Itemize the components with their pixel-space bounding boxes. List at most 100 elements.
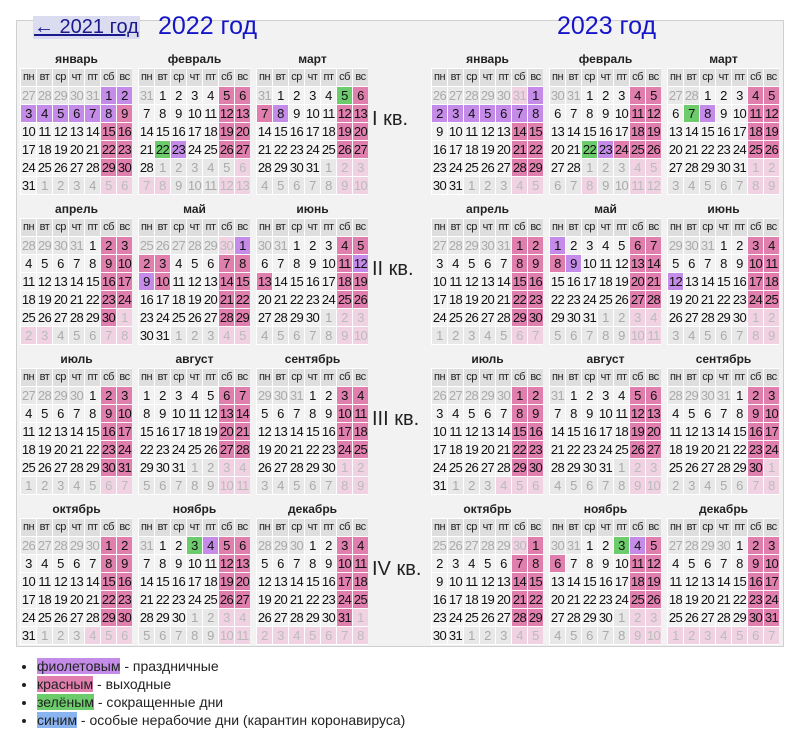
other-month-weekend-day: 6 <box>321 627 336 644</box>
weekend-day: 2 <box>528 237 543 254</box>
day-cell: 5 <box>203 387 218 404</box>
day-cell: 5 <box>464 405 479 422</box>
day-cell: 20 <box>480 441 495 458</box>
weekend-day: 9 <box>117 555 132 572</box>
other-month-day: 3 <box>53 477 68 494</box>
weekend-day: 26 <box>337 141 352 158</box>
month-2023-12: декабрь пн вт ср чт пт сб вс 27 28 29 30 1 2 3 4 5 6 7 8 9 10… <box>667 500 779 645</box>
month-title: май <box>594 202 617 216</box>
day-cell: 26 <box>480 159 495 176</box>
weekend-day: 13 <box>219 405 234 422</box>
weekend-day: 30 <box>117 159 132 176</box>
day-cell: 20 <box>53 441 68 458</box>
weekday-header: вт <box>448 369 463 386</box>
day-cell: 1 <box>85 237 100 254</box>
other-month-day: 31 <box>496 237 511 254</box>
day-cell: 24 <box>155 309 170 326</box>
day-cell: 30 <box>598 609 613 626</box>
day-cell: 26 <box>464 459 479 476</box>
other-month-day: 29 <box>203 237 218 254</box>
weekend-day: 11 <box>748 105 763 122</box>
other-month-day: 4 <box>550 627 565 644</box>
weekday-header: чт <box>305 219 320 236</box>
weekday-header: пн <box>432 369 447 386</box>
weekend-day: 6 <box>630 237 645 254</box>
other-month-weekend-day: 9 <box>337 177 352 194</box>
day-cell: 1 <box>305 387 320 404</box>
day-cell: 21 <box>684 141 699 158</box>
day-cell: 25 <box>598 291 613 308</box>
day-cell: 5 <box>614 237 629 254</box>
holiday-day: 12 <box>668 273 683 290</box>
day-cell: 8 <box>566 405 581 422</box>
day-cell: 29 <box>305 459 320 476</box>
weekday-header: чт <box>187 519 202 536</box>
day-cell: 25 <box>614 441 629 458</box>
day-cell: 1 <box>582 537 597 554</box>
day-cell: 18 <box>464 141 479 158</box>
weekend-day: 19 <box>764 123 779 140</box>
day-cell: 5 <box>187 255 202 272</box>
day-cell: 7 <box>550 405 565 422</box>
day-cell: 31 <box>598 459 613 476</box>
holiday-day: 6 <box>69 105 84 122</box>
day-cell: 29 <box>566 459 581 476</box>
month-grid: пн вт ср чт пт сб вс 1 2 3 4 5 6 7 8 9 10 11 12 13 14 15 16 17 1… <box>138 368 250 495</box>
weekday-header: вс <box>764 519 779 536</box>
other-month-day: 11 <box>203 177 218 194</box>
holiday-day: 1 <box>235 237 250 254</box>
day-cell: 1 <box>700 87 715 104</box>
weekday-header: чт <box>187 69 202 86</box>
day-cell: 18 <box>37 141 52 158</box>
other-month-day: 1 <box>171 327 186 344</box>
other-month-day: 31 <box>289 387 304 404</box>
weekday-header: пт <box>614 219 629 236</box>
day-cell: 8 <box>139 405 154 422</box>
weekend-day: 5 <box>646 537 661 554</box>
day-cell: 13 <box>203 273 218 290</box>
day-cell: 2 <box>171 87 186 104</box>
weekday-header: пт <box>85 369 100 386</box>
day-cell: 6 <box>480 405 495 422</box>
day-cell: 8 <box>289 255 304 272</box>
weekend-day: 1 <box>512 387 527 404</box>
weekend-day: 7 <box>219 255 234 272</box>
day-cell: 24 <box>21 159 36 176</box>
weekend-day: 8 <box>512 255 527 272</box>
day-cell: 20 <box>668 141 683 158</box>
day-cell: 11 <box>321 105 336 122</box>
short-day: 22 <box>155 141 170 158</box>
other-month-day: 28 <box>53 537 68 554</box>
weekday-header: сб <box>337 519 352 536</box>
other-month-day: 3 <box>69 627 84 644</box>
other-month-weekend-day: 2 <box>684 627 699 644</box>
day-cell: 20 <box>273 591 288 608</box>
weekend-day: 13 <box>630 255 645 272</box>
weekend-day: 5 <box>646 87 661 104</box>
weekday-header: сб <box>630 219 645 236</box>
other-month-weekend-day: 4 <box>512 627 527 644</box>
weekend-day: 24 <box>337 591 352 608</box>
day-cell: 3 <box>432 405 447 422</box>
month-2023-6: июнь пн вт ср чт пт сб вс 29 30 31 1 2 3 4 5 6 7 8 9 10 11 12 1… <box>667 200 779 345</box>
day-cell: 23 <box>598 591 613 608</box>
day-cell: 13 <box>53 423 68 440</box>
day-cell: 6 <box>53 405 68 422</box>
weekday-header: вс <box>528 219 543 236</box>
day-cell: 8 <box>732 555 747 572</box>
other-month-day: 28 <box>684 87 699 104</box>
day-cell: 26 <box>187 309 202 326</box>
weekday-header: сб <box>748 219 763 236</box>
other-month-day: 7 <box>598 477 613 494</box>
weekend-day: 11 <box>353 555 368 572</box>
weekend-day: 4 <box>353 537 368 554</box>
weekday-header: пн <box>139 69 154 86</box>
weekend-day: 25 <box>337 291 352 308</box>
day-cell: 15 <box>582 573 597 590</box>
month-2023-1: январь пн вт ср чт пт сб вс 26 27 28 29 30 31 1 2 3 4 5 6 7 8… <box>431 50 543 195</box>
other-month-day: 31 <box>257 87 272 104</box>
month-title: июнь <box>296 202 329 216</box>
other-month-day: 27 <box>432 237 447 254</box>
day-cell: 1 <box>85 387 100 404</box>
prev-year-link[interactable]: ← 2021 год <box>33 16 140 39</box>
